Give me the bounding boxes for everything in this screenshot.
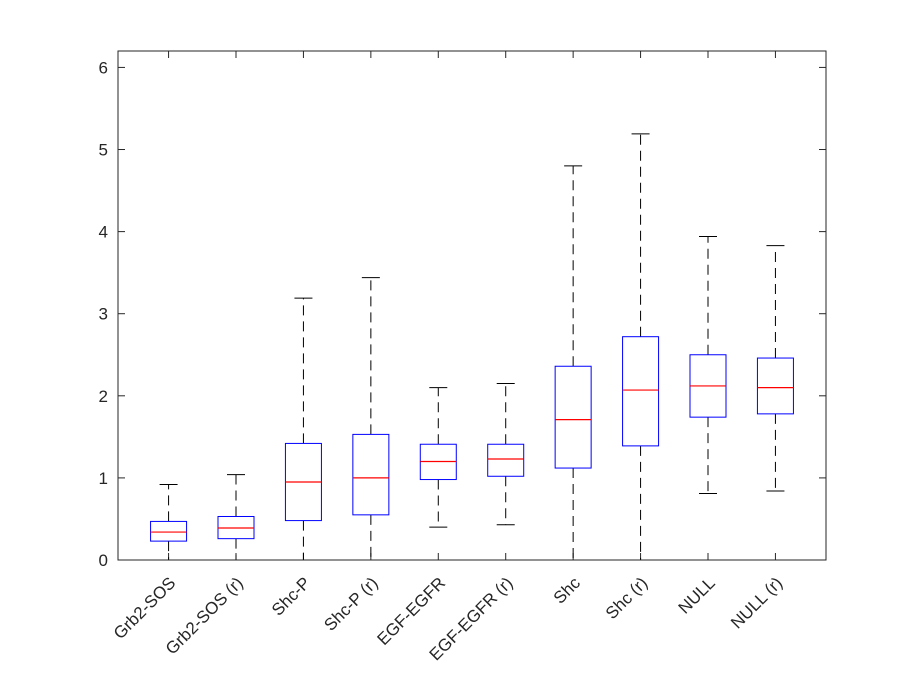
- iqr-box: [554, 365, 592, 469]
- x-tick-label: NULL: [675, 573, 719, 617]
- iqr-box: [352, 433, 390, 516]
- iqr-box: [756, 357, 794, 415]
- ticks-layer: [118, 51, 826, 561]
- y-tick-label: 0: [99, 551, 108, 570]
- box-6: [554, 165, 592, 561]
- x-tick-label: Shc-P (r): [320, 573, 381, 634]
- box-4: [419, 387, 457, 528]
- x-tick-label: Shc (r): [602, 573, 651, 622]
- y-tick-label: 2: [99, 387, 108, 406]
- box-3: [352, 277, 390, 561]
- boxes-layer: [150, 133, 794, 561]
- box-8: [689, 236, 727, 495]
- box-9: [756, 245, 794, 492]
- iqr-box: [150, 520, 188, 542]
- y-tick-label: 6: [99, 58, 108, 77]
- x-tick-label: Shc-P: [268, 573, 314, 619]
- iqr-box: [487, 443, 525, 477]
- y-tick-label: 4: [99, 223, 108, 242]
- y-tick-label: 3: [99, 305, 108, 324]
- x-tick-label: Grb2-SOS: [110, 573, 180, 643]
- box-5: [487, 382, 525, 526]
- plot-background: [118, 51, 826, 560]
- x-tick-label: NULL (r): [727, 573, 786, 632]
- box-7: [622, 133, 660, 561]
- y-tick-label: 5: [99, 141, 108, 160]
- axes-frame: [117, 50, 827, 561]
- x-tick-label: Shc: [550, 573, 585, 608]
- y-tick-label: 1: [99, 469, 108, 488]
- iqr-box: [622, 336, 660, 447]
- box-1: [217, 474, 255, 561]
